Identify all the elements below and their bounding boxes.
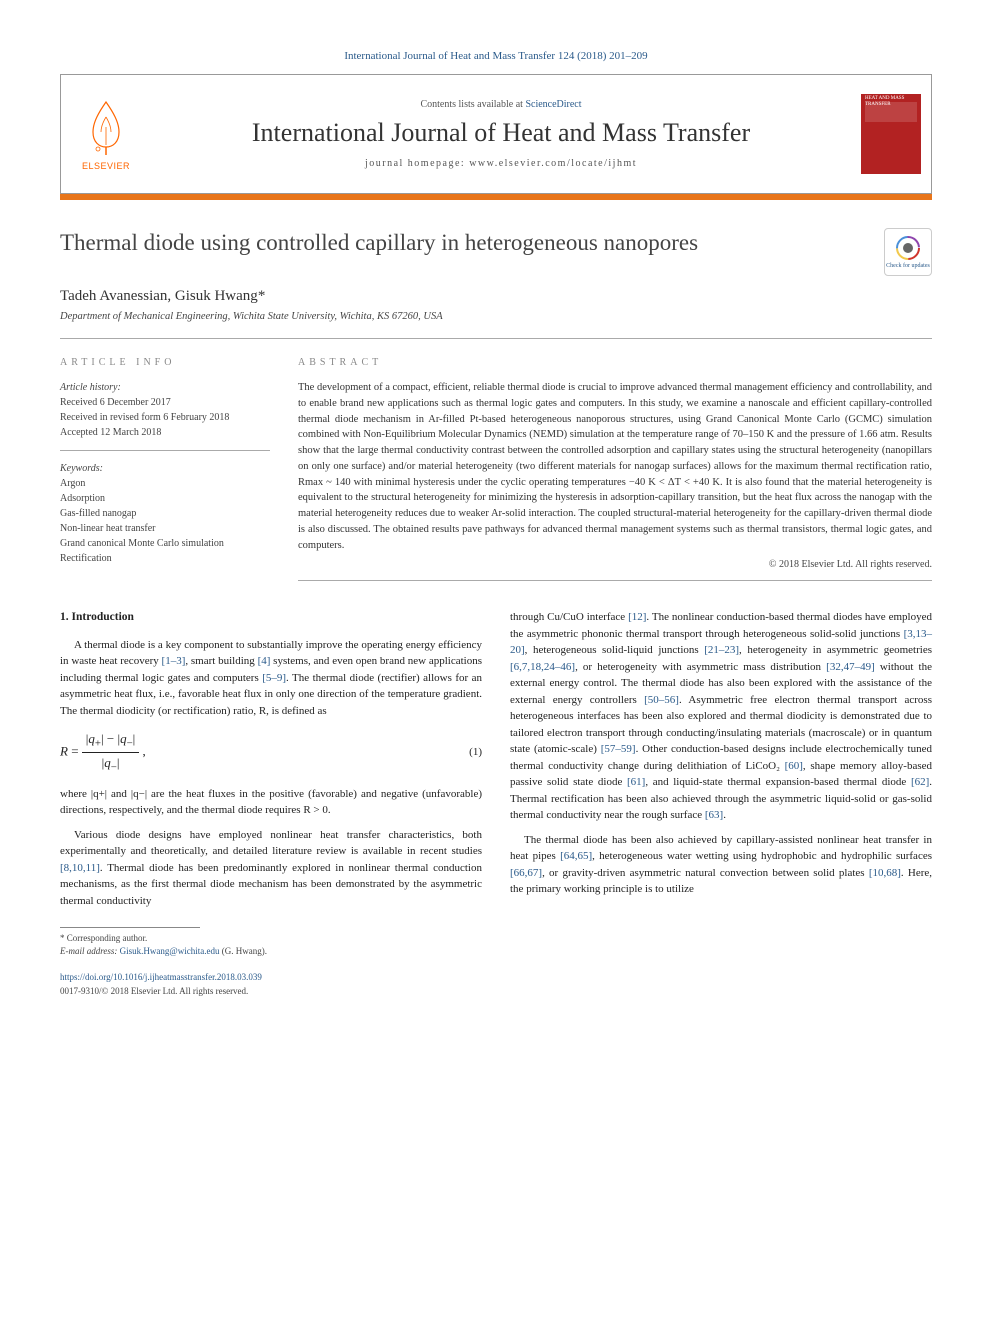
issn-copyright: 0017-9310/© 2018 Elsevier Ltd. All right… xyxy=(60,985,482,999)
doi-line: https://doi.org/10.1016/j.ijheatmasstran… xyxy=(60,971,482,998)
cover-thumbnail: HEAT AND MASS TRANSFER xyxy=(861,94,921,174)
text-run: , and liquid-state thermal expansion-bas… xyxy=(645,776,911,788)
keyword: Grand canonical Monte Carlo simulation xyxy=(60,536,270,551)
body-column-left: 1. Introduction A thermal diode is a key… xyxy=(60,609,482,998)
citation-link[interactable]: [21–23] xyxy=(704,644,739,656)
accepted-date: Accepted 12 March 2018 xyxy=(60,425,270,440)
keyword: Rectification xyxy=(60,551,270,566)
author-names: Tadeh Avanessian, Gisuk Hwang xyxy=(60,288,258,304)
check-updates-badge[interactable]: Check for updates xyxy=(884,228,932,276)
publisher-logo: ELSEVIER xyxy=(61,75,151,193)
doi-link[interactable]: https://doi.org/10.1016/j.ijheatmasstran… xyxy=(60,972,262,982)
citation-link[interactable]: [8,10,11] xyxy=(60,862,100,874)
text-run: . xyxy=(723,809,726,821)
citation-link[interactable]: [63] xyxy=(705,809,723,821)
check-updates-label: Check for updates xyxy=(886,263,930,269)
received-date: Received 6 December 2017 xyxy=(60,395,270,410)
text-run: . Thermal diode has been predominantly e… xyxy=(60,862,482,907)
equation-body: R = |q+| − |q−||q−| , xyxy=(60,729,146,776)
contents-prefix: Contents lists available at xyxy=(420,99,525,110)
text-run: , heterogeneous water wetting using hydr… xyxy=(592,850,932,862)
para: A thermal diode is a key component to su… xyxy=(60,637,482,720)
rule-abstract xyxy=(298,580,932,581)
text-run: , heterogeneous solid-liquid junctions xyxy=(525,644,705,656)
citation-link[interactable]: [64,65] xyxy=(560,850,592,862)
abstract-text: The development of a compact, efficient,… xyxy=(298,380,932,553)
affiliation: Department of Mechanical Engineering, Wi… xyxy=(60,311,932,322)
keywords-label: Keywords: xyxy=(60,461,270,476)
citation-link[interactable]: [5–9] xyxy=(262,672,286,684)
body-column-right: through Cu/CuO interface [12]. The nonli… xyxy=(510,609,932,998)
email-label: E-mail address: xyxy=(60,946,120,956)
article-info: article info Article history: Received 6… xyxy=(60,357,270,581)
text-run: through Cu/CuO interface xyxy=(510,611,628,623)
keywords: Keywords: Argon Adsorption Gas-filled na… xyxy=(60,461,270,566)
citation-link[interactable]: [66,67] xyxy=(510,867,542,879)
para: The thermal diode has been also achieved… xyxy=(510,832,932,898)
citation-link[interactable]: [60] xyxy=(785,760,803,772)
homepage-url[interactable]: www.elsevier.com/locate/ijhmt xyxy=(469,158,637,169)
abstract-heading: abstract xyxy=(298,357,932,368)
publisher-name: ELSEVIER xyxy=(82,161,130,171)
elsevier-tree-icon xyxy=(81,97,131,157)
cover-label: HEAT AND MASS TRANSFER xyxy=(865,96,917,107)
para: through Cu/CuO interface [12]. The nonli… xyxy=(510,609,932,824)
authors: Tadeh Avanessian, Gisuk Hwang* xyxy=(60,288,932,305)
journal-header: ELSEVIER Contents lists available at Sci… xyxy=(60,74,932,194)
citation-link[interactable]: [32,47–49] xyxy=(826,661,875,673)
corresponding-email[interactable]: Gisuk.Hwang@wichita.edu xyxy=(120,946,220,956)
text-run: Various diode designs have employed nonl… xyxy=(60,829,482,858)
email-paren: (G. Hwang). xyxy=(219,946,267,956)
citation-link[interactable]: [50–56] xyxy=(644,694,679,706)
journal-cover: HEAT AND MASS TRANSFER xyxy=(851,75,931,193)
keyword: Non-linear heat transfer xyxy=(60,521,270,536)
citation-link[interactable]: [61] xyxy=(627,776,645,788)
corresponding-footnote: * Corresponding author. E-mail address: … xyxy=(60,932,482,957)
article-title: Thermal diode using controlled capillary… xyxy=(60,228,864,258)
info-heading: article info xyxy=(60,357,270,368)
contents-available: Contents lists available at ScienceDirec… xyxy=(420,99,581,110)
homepage-prefix: journal homepage: xyxy=(365,158,469,169)
keyword: Argon xyxy=(60,476,270,491)
journal-name: International Journal of Heat and Mass T… xyxy=(252,118,750,148)
text-run: , heterogeneity in asymmetric geometries xyxy=(739,644,932,656)
abstract: abstract The development of a compact, e… xyxy=(298,357,932,581)
citation-link[interactable]: [12] xyxy=(628,611,646,623)
para: Various diode designs have employed nonl… xyxy=(60,827,482,910)
citation-link[interactable]: [10,68] xyxy=(869,867,901,879)
citation-link[interactable]: [57–59] xyxy=(601,743,636,755)
text-run: , smart building xyxy=(185,655,257,667)
check-updates-icon xyxy=(895,235,921,261)
keyword: Gas-filled nanogap xyxy=(60,506,270,521)
corresponding-label: * Corresponding author. xyxy=(60,932,482,945)
accent-bar xyxy=(60,194,932,200)
header-center: Contents lists available at ScienceDirec… xyxy=(151,75,851,193)
history-label: Article history: xyxy=(60,380,270,395)
text-run: , or heterogeneity with asymmetric mass … xyxy=(575,661,826,673)
para: where |q+| and |q−| are the heat fluxes … xyxy=(60,786,482,819)
keyword: Adsorption xyxy=(60,491,270,506)
citation-link[interactable]: [4] xyxy=(258,655,271,667)
article-history: Article history: Received 6 December 201… xyxy=(60,380,270,451)
section-heading-intro: 1. Introduction xyxy=(60,609,482,626)
revised-date: Received in revised form 6 February 2018 xyxy=(60,410,270,425)
journal-homepage: journal homepage: www.elsevier.com/locat… xyxy=(365,158,637,169)
text-run: , or gravity-driven asymmetric natural c… xyxy=(542,867,869,879)
footnote-rule xyxy=(60,927,200,928)
citation-link[interactable]: [6,7,18,24–46] xyxy=(510,661,575,673)
abstract-copyright: © 2018 Elsevier Ltd. All rights reserved… xyxy=(298,559,932,570)
equation-number: (1) xyxy=(469,744,482,761)
citation-link[interactable]: [1–3] xyxy=(162,655,186,667)
sciencedirect-link[interactable]: ScienceDirect xyxy=(525,99,581,110)
citation-link[interactable]: [62] xyxy=(911,776,929,788)
rule-top xyxy=(60,338,932,339)
equation-1: R = |q+| − |q−||q−| , (1) xyxy=(60,729,482,776)
corresponding-mark: * xyxy=(258,288,266,304)
citation-line: International Journal of Heat and Mass T… xyxy=(60,50,932,62)
